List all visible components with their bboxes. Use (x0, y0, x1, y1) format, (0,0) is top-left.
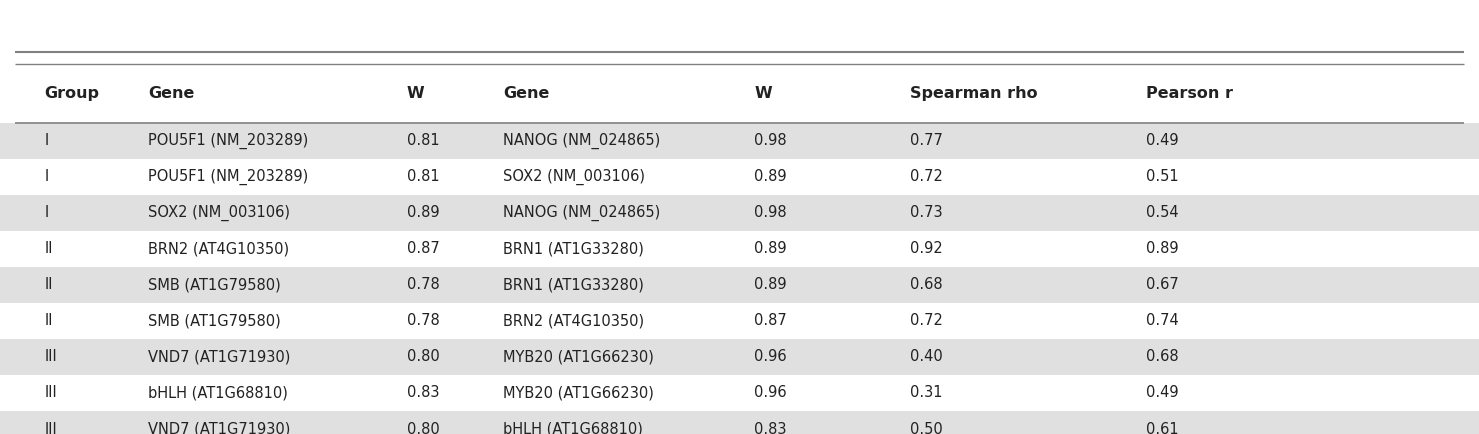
Text: 0.68: 0.68 (910, 277, 942, 293)
Text: Gene: Gene (503, 86, 549, 101)
Bar (0, 303, 1479, 339)
Bar (0, 159, 1479, 195)
Text: Group: Group (44, 86, 99, 101)
Bar (0, 339, 1479, 375)
Text: 0.74: 0.74 (1146, 313, 1179, 329)
Text: BRN2 (AT4G10350): BRN2 (AT4G10350) (148, 241, 288, 256)
Text: 0.49: 0.49 (1146, 385, 1179, 401)
Text: MYB20 (AT1G66230): MYB20 (AT1G66230) (503, 349, 654, 365)
Text: 0.89: 0.89 (754, 277, 787, 293)
Text: W: W (754, 86, 772, 101)
Text: POU5F1 (NM_203289): POU5F1 (NM_203289) (148, 133, 308, 149)
Text: II: II (44, 313, 53, 329)
Text: POU5F1 (NM_203289): POU5F1 (NM_203289) (148, 169, 308, 185)
Text: bHLH (AT1G68810): bHLH (AT1G68810) (148, 385, 288, 401)
Bar (0, 411, 1479, 434)
Text: 0.80: 0.80 (407, 421, 439, 434)
Text: 0.67: 0.67 (1146, 277, 1179, 293)
Text: 0.54: 0.54 (1146, 205, 1179, 220)
Text: 0.87: 0.87 (754, 313, 787, 329)
Text: Gene: Gene (148, 86, 194, 101)
Text: 0.89: 0.89 (1146, 241, 1179, 256)
Bar (0, 123, 1479, 159)
Text: 0.83: 0.83 (754, 421, 787, 434)
Text: SOX2 (NM_003106): SOX2 (NM_003106) (503, 169, 645, 185)
Text: BRN1 (AT1G33280): BRN1 (AT1G33280) (503, 241, 643, 256)
Bar (0, 375, 1479, 411)
Text: bHLH (AT1G68810): bHLH (AT1G68810) (503, 421, 643, 434)
Text: 0.72: 0.72 (910, 169, 942, 184)
Text: 0.68: 0.68 (1146, 349, 1179, 365)
Text: 0.40: 0.40 (910, 349, 942, 365)
Text: 0.51: 0.51 (1146, 169, 1179, 184)
Bar (0, 267, 1479, 303)
Text: 0.98: 0.98 (754, 133, 787, 148)
Text: VND7 (AT1G71930): VND7 (AT1G71930) (148, 349, 290, 365)
Text: 0.92: 0.92 (910, 241, 942, 256)
Text: SMB (AT1G79580): SMB (AT1G79580) (148, 277, 281, 293)
Text: Spearman rho: Spearman rho (910, 86, 1037, 101)
Text: III: III (44, 349, 58, 365)
Text: Pearson r: Pearson r (1146, 86, 1233, 101)
Text: 0.61: 0.61 (1146, 421, 1179, 434)
Text: 0.89: 0.89 (754, 241, 787, 256)
Text: III: III (44, 421, 58, 434)
Text: I: I (44, 205, 49, 220)
Text: 0.96: 0.96 (754, 349, 787, 365)
Text: 0.96: 0.96 (754, 385, 787, 401)
Text: II: II (44, 241, 53, 256)
Text: 0.81: 0.81 (407, 133, 439, 148)
Text: BRN2 (AT4G10350): BRN2 (AT4G10350) (503, 313, 643, 329)
Text: 0.83: 0.83 (407, 385, 439, 401)
Text: 0.81: 0.81 (407, 169, 439, 184)
Text: SOX2 (NM_003106): SOX2 (NM_003106) (148, 205, 290, 221)
Text: 0.98: 0.98 (754, 205, 787, 220)
Text: MYB20 (AT1G66230): MYB20 (AT1G66230) (503, 385, 654, 401)
Text: 0.31: 0.31 (910, 385, 942, 401)
Text: I: I (44, 133, 49, 148)
Text: 0.50: 0.50 (910, 421, 942, 434)
Text: II: II (44, 277, 53, 293)
Text: I: I (44, 169, 49, 184)
Bar (0, 195, 1479, 231)
Text: NANOG (NM_024865): NANOG (NM_024865) (503, 205, 660, 221)
Text: VND7 (AT1G71930): VND7 (AT1G71930) (148, 421, 290, 434)
Text: SMB (AT1G79580): SMB (AT1G79580) (148, 313, 281, 329)
Text: 0.78: 0.78 (407, 313, 439, 329)
Text: 0.78: 0.78 (407, 277, 439, 293)
Text: 0.49: 0.49 (1146, 133, 1179, 148)
Text: 0.72: 0.72 (910, 313, 942, 329)
Bar (0, 231, 1479, 267)
Text: BRN1 (AT1G33280): BRN1 (AT1G33280) (503, 277, 643, 293)
Text: 0.89: 0.89 (407, 205, 439, 220)
Text: 0.73: 0.73 (910, 205, 942, 220)
Text: 0.77: 0.77 (910, 133, 942, 148)
Text: W: W (407, 86, 424, 101)
Text: 0.89: 0.89 (754, 169, 787, 184)
Text: 0.80: 0.80 (407, 349, 439, 365)
Text: NANOG (NM_024865): NANOG (NM_024865) (503, 133, 660, 149)
Text: 0.87: 0.87 (407, 241, 439, 256)
Text: III: III (44, 385, 58, 401)
